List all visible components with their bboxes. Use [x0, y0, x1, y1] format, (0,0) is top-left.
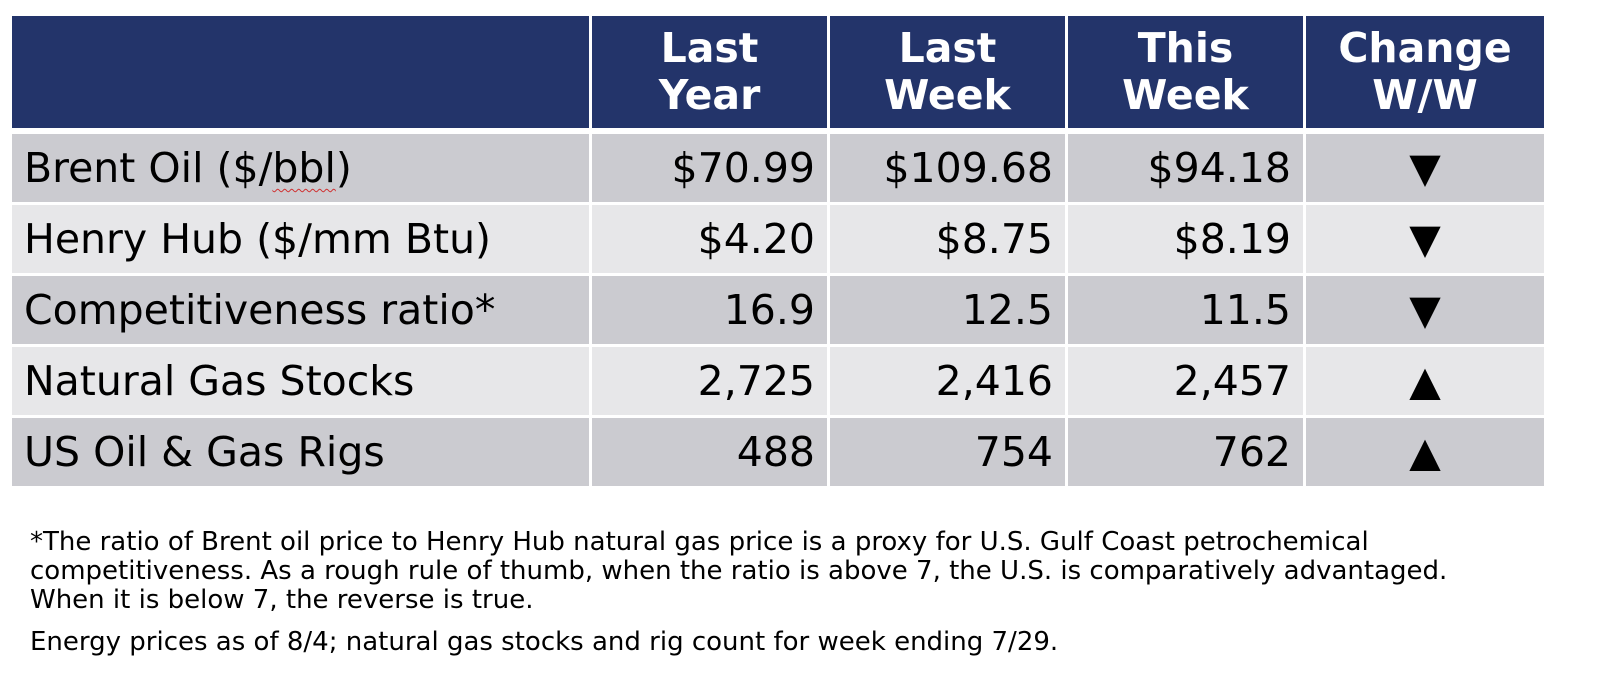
- table-row-competitiveness: Competitiveness ratio* 16.9 12.5 11.5 ▼: [12, 276, 1544, 347]
- row-label-text: bbl: [272, 144, 336, 192]
- energy-prices-table: Last Year Last Week This Week Change W/W…: [12, 16, 1544, 489]
- last-year-value: 2,725: [592, 347, 830, 418]
- up-arrow-icon: ▲: [1306, 418, 1544, 489]
- header-last-week: Last Week: [830, 16, 1068, 134]
- header-text: Week: [884, 71, 1011, 119]
- this-week-value: 762: [1068, 418, 1306, 489]
- row-label: Henry Hub ($/mm Btu): [12, 205, 592, 276]
- this-week-value: $94.18: [1068, 134, 1306, 205]
- up-arrow-icon: ▲: [1306, 347, 1544, 418]
- header-last-year: Last Year: [592, 16, 830, 134]
- table-header-row: Last Year Last Week This Week Change W/W: [12, 16, 1544, 134]
- row-label-text: Brent Oil ($/: [24, 144, 273, 192]
- this-week-value: 2,457: [1068, 347, 1306, 418]
- row-label: Competitiveness ratio*: [12, 276, 592, 347]
- table-row-brent-oil: Brent Oil ($/bbl) $70.99 $109.68 $94.18 …: [12, 134, 1544, 205]
- header-blank-cell: [12, 16, 592, 134]
- last-week-value: 12.5: [830, 276, 1068, 347]
- header-text: Last: [660, 24, 759, 72]
- this-week-value: $8.19: [1068, 205, 1306, 276]
- last-year-value: $70.99: [592, 134, 830, 205]
- last-week-value: $8.75: [830, 205, 1068, 276]
- table-row-henry-hub: Henry Hub ($/mm Btu) $4.20 $8.75 $8.19 ▼: [12, 205, 1544, 276]
- row-label-text: ): [335, 144, 352, 192]
- row-label: Natural Gas Stocks: [12, 347, 592, 418]
- header-text: Week: [1122, 71, 1249, 119]
- last-year-value: 488: [592, 418, 830, 489]
- last-year-value: 16.9: [592, 276, 830, 347]
- row-label: Brent Oil ($/bbl): [12, 134, 592, 205]
- last-week-value: 754: [830, 418, 1068, 489]
- row-label: US Oil & Gas Rigs: [12, 418, 592, 489]
- last-week-value: $109.68: [830, 134, 1068, 205]
- data-date-note: Energy prices as of 8/4; natural gas sto…: [30, 627, 1059, 657]
- down-arrow-icon: ▼: [1306, 205, 1544, 276]
- table-row-natural-gas-stocks: Natural Gas Stocks 2,725 2,416 2,457 ▲: [12, 347, 1544, 418]
- last-week-value: 2,416: [830, 347, 1068, 418]
- header-change-ww: Change W/W: [1306, 16, 1544, 134]
- header-text: Last: [898, 24, 997, 72]
- header-text: This: [1137, 24, 1234, 72]
- footnote: *The ratio of Brent oil price to Henry H…: [30, 527, 1448, 615]
- header-this-week: This Week: [1068, 16, 1306, 134]
- table-row-rigs: US Oil & Gas Rigs 488 754 762 ▲: [12, 418, 1544, 489]
- header-text: W/W: [1372, 71, 1478, 119]
- header-text: Year: [658, 71, 761, 119]
- this-week-value: 11.5: [1068, 276, 1306, 347]
- last-year-value: $4.20: [592, 205, 830, 276]
- down-arrow-icon: ▼: [1306, 276, 1544, 347]
- header-text: Change: [1338, 24, 1512, 72]
- down-arrow-icon: ▼: [1306, 134, 1544, 205]
